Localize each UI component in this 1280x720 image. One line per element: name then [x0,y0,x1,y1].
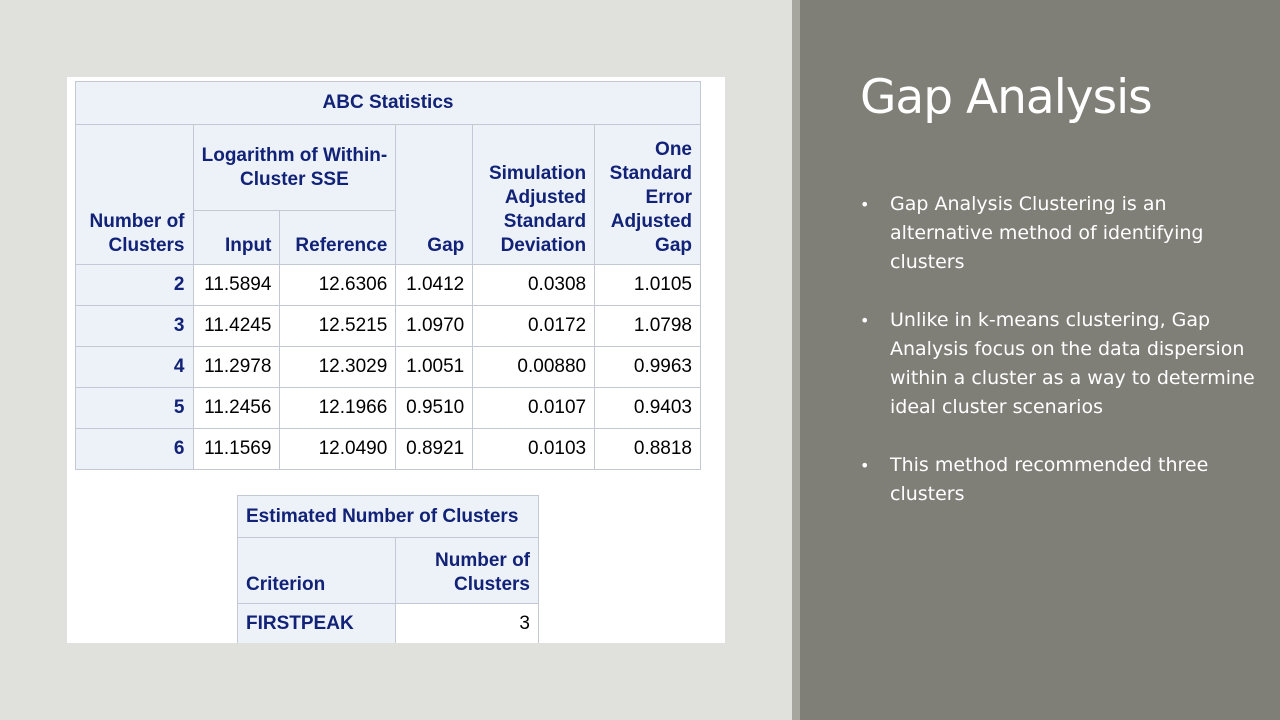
col-one-se-adj-gap: One Standard Error Adjusted Gap [594,124,701,265]
cell-adj-gap: 1.0798 [594,305,701,347]
col-criterion: Criterion [237,537,396,604]
cell-sim-adj-sd: 0.0172 [472,305,596,347]
bullet-text: Unlike in k-means clustering, Gap Analys… [890,309,1255,418]
cell-reference: 12.1966 [279,387,397,429]
cell-sim-adj-sd: 0.0308 [472,264,596,306]
col-reference: Reference [279,210,397,265]
slide-title: Gap Analysis [860,70,1153,125]
cell-sim-adj-sd: 0.0103 [472,428,596,470]
cell-adj-gap: 1.0105 [594,264,701,306]
cell-adj-gap: 0.9963 [594,346,701,388]
bullet-item: • Unlike in k-means clustering, Gap Anal… [860,306,1260,422]
col-sim-adj-sd: Simulation Adjusted Standard Deviation [472,124,596,265]
bullet-dot-icon: • [860,311,870,330]
cell-input: 11.2978 [192,346,281,388]
abc-statistics-table: ABC Statistics Number of Clusters Logari… [75,81,701,470]
bullet-item: • Gap Analysis Clustering is an alternat… [860,190,1260,277]
table-row: 6 11.1569 12.0490 0.8921 0.0103 0.8818 [75,428,701,470]
cell-input: 11.2456 [192,387,281,429]
estimated-clusters-table: Estimated Number of Clusters Criterion N… [237,495,540,643]
row-header-k: 2 [75,264,194,306]
bullet-text: Gap Analysis Clustering is an alternativ… [890,193,1204,273]
bullet-dot-icon: • [860,456,870,475]
cell-gap: 1.0051 [395,346,474,388]
cell-input: 11.5894 [192,264,281,306]
cell-input: 11.4245 [192,305,281,347]
sas-output-image: ABC Statistics Number of Clusters Logari… [67,77,725,643]
est-table-title: Estimated Number of Clusters [237,495,539,538]
table-row: 4 11.2978 12.3029 1.0051 0.00880 0.9963 [75,346,701,388]
cell-gap: 0.8921 [395,428,474,470]
bullet-list: • Gap Analysis Clustering is an alternat… [860,190,1260,538]
cell-adj-gap: 0.8818 [594,428,701,470]
bullet-dot-icon: • [860,195,870,214]
col-group-log-within-sse: Logarithm of Within-Cluster SSE [192,124,397,211]
cell-adj-gap: 0.9403 [594,387,701,429]
cell-gap: 1.0970 [395,305,474,347]
cell-reference: 12.3029 [279,346,397,388]
cell-sim-adj-sd: 0.00880 [472,346,596,388]
col-number-of-clusters: Number of Clusters [394,537,540,604]
col-gap: Gap [395,124,474,265]
bullet-item: • This method recommended three clusters [860,451,1260,509]
table-row: 5 11.2456 12.1966 0.9510 0.0107 0.9403 [75,387,701,429]
row-header-k: 5 [75,387,194,429]
row-header-criterion: FIRSTPEAK [237,603,396,643]
cell-number-of-clusters: 3 [394,603,540,643]
panel-divider [792,0,800,720]
slide-left-area: ABC Statistics Number of Clusters Logari… [67,77,725,643]
table-row: FIRSTPEAK 3 [237,603,540,643]
table-row: 2 11.5894 12.6306 1.0412 0.0308 1.0105 [75,264,701,306]
col-number-of-clusters: Number of Clusters [75,124,194,265]
cell-sim-adj-sd: 0.0107 [472,387,596,429]
cell-reference: 12.0490 [279,428,397,470]
row-header-k: 6 [75,428,194,470]
col-input: Input [192,210,281,265]
row-header-k: 4 [75,346,194,388]
row-header-k: 3 [75,305,194,347]
table-row: 3 11.4245 12.5215 1.0970 0.0172 1.0798 [75,305,701,347]
cell-reference: 12.6306 [279,264,397,306]
slide-right-panel: Gap Analysis • Gap Analysis Clustering i… [800,0,1280,720]
cell-gap: 0.9510 [395,387,474,429]
cell-gap: 1.0412 [395,264,474,306]
cell-reference: 12.5215 [279,305,397,347]
table-title: ABC Statistics [75,81,701,125]
bullet-text: This method recommended three clusters [890,454,1209,505]
cell-input: 11.1569 [192,428,281,470]
